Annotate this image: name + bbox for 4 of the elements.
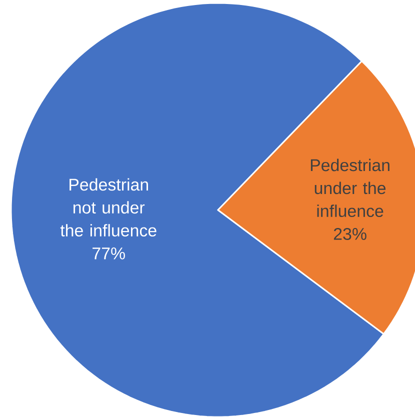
data-label: 23% xyxy=(334,228,366,240)
slice-label: Pedestrian not under the influence xyxy=(60,178,156,237)
slice-label: Pedestrian under the influence xyxy=(310,158,390,218)
data-label: 77% xyxy=(92,248,125,260)
